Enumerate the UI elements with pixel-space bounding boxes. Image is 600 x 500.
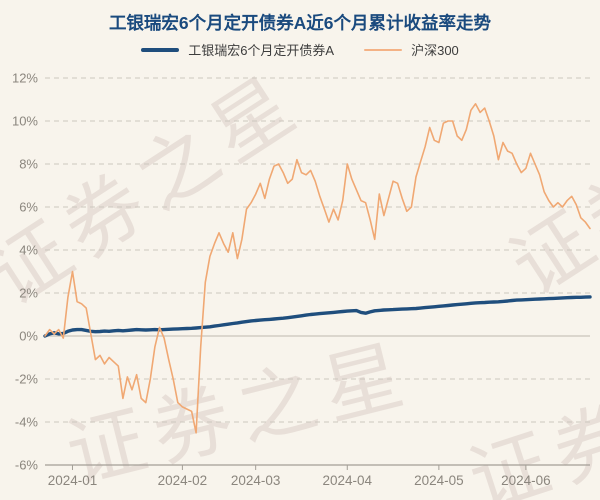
y-tick-label: -4% xyxy=(15,415,39,430)
y-tick-label: 0% xyxy=(19,329,38,344)
x-tick-label: 2024-01 xyxy=(48,473,98,488)
x-tick-label: 2024-06 xyxy=(501,473,551,488)
y-tick-label: -2% xyxy=(15,372,39,387)
legend-label-fund: 工银瑞宏6个月定开债券A xyxy=(188,43,335,58)
series-line-csi300 xyxy=(44,103,591,434)
legend-label-csi300: 沪深300 xyxy=(411,43,459,58)
y-tick-label: 6% xyxy=(19,200,38,215)
y-tick-label: 2% xyxy=(19,286,38,301)
y-tick-label: 8% xyxy=(19,157,38,172)
x-tick-label: 2024-05 xyxy=(414,473,464,488)
y-tick-label: 10% xyxy=(12,114,38,129)
fund-line-swatch xyxy=(141,47,180,52)
csi300-line-swatch xyxy=(364,48,403,51)
legend-item-csi300: 沪深300 xyxy=(364,40,459,59)
chart-title: 工银瑞宏6个月定开债券A近6个月累计收益率走势 xyxy=(108,13,492,33)
y-tick-label: -6% xyxy=(15,458,39,473)
x-tick-label: 2024-04 xyxy=(322,473,372,488)
y-tick-label: 4% xyxy=(19,243,38,258)
x-tick-label: 2024-03 xyxy=(231,473,281,488)
y-tick-label: 12% xyxy=(12,71,38,86)
chart-legend: 工银瑞宏6个月定开债券A 沪深300 xyxy=(0,40,600,59)
x-tick-label: 2024-02 xyxy=(158,473,208,488)
series-line-fund xyxy=(43,295,592,338)
legend-item-fund: 工银瑞宏6个月定开债券A xyxy=(141,40,334,59)
